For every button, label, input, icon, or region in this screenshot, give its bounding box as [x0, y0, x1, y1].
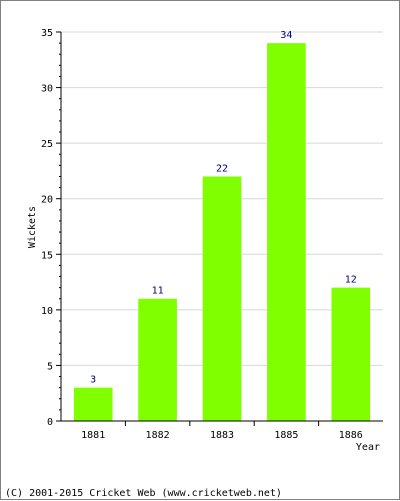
data-label: 3 [90, 375, 96, 386]
axes [60, 32, 383, 422]
copyright-footer: (C) 2001-2015 Cricket Web (www.cricketwe… [5, 488, 282, 499]
y-tick-label: 0 [47, 417, 53, 428]
bar-1883 [202, 176, 242, 421]
bar-1882 [138, 298, 177, 421]
x-axis-ticks: 1881 1882 1883 1885 1886 [81, 421, 363, 441]
y-tick-label: 35 [41, 28, 53, 39]
data-label: 12 [345, 275, 357, 286]
y-tick-label: 10 [41, 306, 53, 317]
bar-1886 [331, 287, 371, 421]
bar-1885 [267, 43, 306, 421]
x-axis-label: Year [356, 442, 380, 453]
bar-1881 [73, 387, 113, 421]
y-axis-label: Wickets [27, 206, 38, 248]
data-labels: 3 11 22 34 12 [90, 30, 357, 386]
x-tick-label: 1886 [339, 430, 363, 441]
x-tick-label: 1883 [210, 430, 234, 441]
y-tick-label: 30 [41, 84, 53, 95]
y-tick-label: 5 [47, 361, 53, 372]
x-tick-label: 1885 [274, 430, 298, 441]
y-tick-label: 15 [41, 250, 53, 261]
data-label: 34 [280, 30, 292, 41]
x-tick-label: 1882 [146, 430, 170, 441]
data-label: 11 [152, 286, 164, 297]
bars [73, 43, 371, 421]
y-tick-label: 20 [41, 195, 53, 206]
y-axis-ticks: 0 5 10 15 20 25 30 35 [41, 28, 61, 428]
y-tick-label: 25 [41, 139, 53, 150]
data-label: 22 [216, 163, 228, 174]
x-tick-label: 1881 [81, 430, 105, 441]
